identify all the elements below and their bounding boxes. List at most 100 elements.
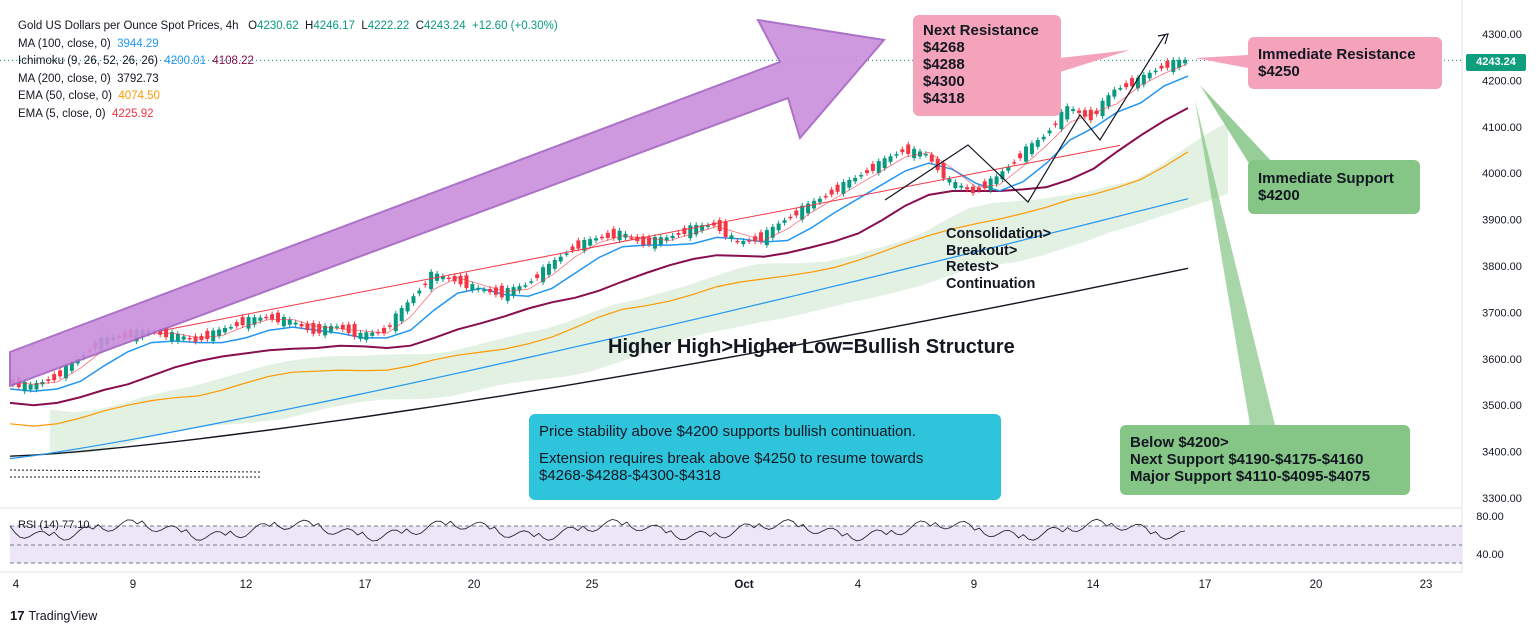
ohlc-c-label: C — [415, 20, 425, 32]
box-line: Major Support $4110-$4095-$4075 — [1130, 468, 1371, 485]
candle-body — [1082, 110, 1087, 117]
y-tick-label: 3400.00 — [1482, 447, 1522, 459]
x-tick-label: 4 — [13, 579, 20, 591]
candle-body — [929, 154, 934, 162]
candle-body — [293, 322, 298, 325]
symbol-row: Gold US Dollars per Ounce Spot Prices, 4… — [18, 18, 558, 36]
candle-body — [175, 333, 180, 342]
y-tick-label: 4200.00 — [1482, 75, 1522, 87]
candle-body — [340, 324, 345, 330]
candle-body — [959, 185, 964, 188]
candle-body — [22, 382, 27, 392]
x-tick-label: 23 — [1420, 579, 1433, 591]
bullish-arrow — [9, 18, 886, 388]
candle-body — [876, 161, 881, 173]
x-tick-label: 20 — [468, 579, 481, 591]
box-line — [539, 440, 991, 450]
candle-body — [505, 288, 510, 301]
pattern-line: Retest> — [946, 259, 999, 275]
indicator-name: MA (200, close, 0) — [18, 72, 111, 85]
candle-body — [323, 325, 328, 336]
next-resistance-box: Next Resistance $4268 $4288 $4300 $4318 — [913, 15, 1061, 116]
ema50-line — [9, 151, 1189, 427]
candle-body — [776, 223, 781, 231]
candle-body — [517, 286, 522, 291]
kijun-line — [9, 107, 1189, 407]
candle-body — [894, 154, 899, 156]
candle-body — [753, 236, 758, 242]
ma100-line — [9, 198, 1189, 460]
candle-body — [264, 316, 269, 319]
candle-body — [729, 235, 734, 240]
rsi-line — [9, 518, 1186, 542]
candle-body — [782, 220, 787, 223]
x-tick-label: 14 — [1087, 579, 1100, 591]
candle-body — [988, 178, 993, 191]
immediate-resistance-box: Immediate Resistance $4250 — [1248, 37, 1442, 89]
candle-body — [794, 210, 799, 216]
candle-body — [599, 236, 604, 239]
candle-body — [305, 323, 310, 331]
candle-body — [1118, 88, 1123, 90]
candle-body — [1065, 106, 1070, 120]
candle-body — [1165, 60, 1170, 68]
indicator-ema50[interactable]: EMA (50, close, 0) 4074.50 — [18, 88, 558, 106]
candle-body — [52, 374, 57, 381]
indicator-name: MA (100, close, 0) — [18, 37, 111, 50]
candle-body — [770, 226, 775, 238]
indicator-ma200[interactable]: MA (200, close, 0) 3792.73 — [18, 71, 558, 89]
candle-body — [275, 312, 280, 323]
candle-body — [358, 332, 363, 339]
indicator-ema5[interactable]: EMA (5, close, 0) 4225.92 — [18, 106, 558, 124]
callout-pointer — [1060, 50, 1130, 72]
candle-body — [317, 324, 322, 334]
ichimoku-cloud — [50, 122, 1228, 454]
candle-body — [670, 235, 675, 239]
candle-body — [470, 284, 475, 291]
candle-body — [888, 156, 893, 162]
candle-body — [1000, 171, 1005, 180]
candle-body — [594, 238, 599, 241]
candle-body — [1124, 83, 1129, 88]
tradingview-brand[interactable]: 17 TradingView — [10, 608, 97, 623]
zigzag-arrowhead — [1157, 33, 1169, 45]
candle-body — [982, 181, 987, 189]
indicator-ma100[interactable]: MA (100, close, 0) 3944.29 — [18, 36, 558, 54]
y-tick-label: 4100.00 — [1482, 122, 1522, 134]
candle-body — [546, 263, 551, 275]
indicator-ichimoku[interactable]: Ichimoku (9, 26, 52, 26, 26) 4200.01 410… — [18, 53, 558, 71]
candle-body — [193, 336, 198, 342]
current-price-label: 4243.24 — [1466, 54, 1526, 71]
candle-body — [829, 189, 834, 195]
ohlc-o-label: O — [248, 20, 258, 32]
candle-body — [199, 336, 204, 341]
candle-body — [1035, 140, 1040, 147]
candle-body — [270, 314, 275, 320]
candle-body — [28, 384, 33, 390]
candle-body — [588, 239, 593, 246]
candle-body — [641, 236, 646, 245]
candle-body — [187, 337, 192, 340]
candle-body — [211, 330, 216, 342]
candle-body — [399, 307, 404, 322]
indicator-value: 3944.29 — [117, 37, 159, 50]
candle-body — [1059, 111, 1064, 130]
candle-body — [58, 370, 63, 377]
candle-body — [258, 317, 263, 321]
y-tick-label: 3500.00 — [1482, 400, 1522, 412]
tradingview-logo-icon: 17 — [10, 608, 25, 623]
candle-body — [205, 330, 210, 340]
candle-body — [1112, 89, 1117, 97]
indicator-value: 4225.92 — [111, 107, 154, 120]
trend-line — [159, 144, 1121, 332]
ma200-line — [9, 267, 1189, 457]
candle-body — [664, 237, 669, 241]
box-line: $4318 — [923, 90, 965, 107]
box-line: Price stability above $4200 supports bul… — [539, 423, 916, 440]
candle-body — [1053, 123, 1058, 126]
box-line: $4268-$4288-$4300-$4318 — [539, 467, 721, 484]
candle-body — [234, 322, 239, 327]
candle-body — [652, 237, 657, 249]
box-line: $4288 — [923, 56, 965, 73]
